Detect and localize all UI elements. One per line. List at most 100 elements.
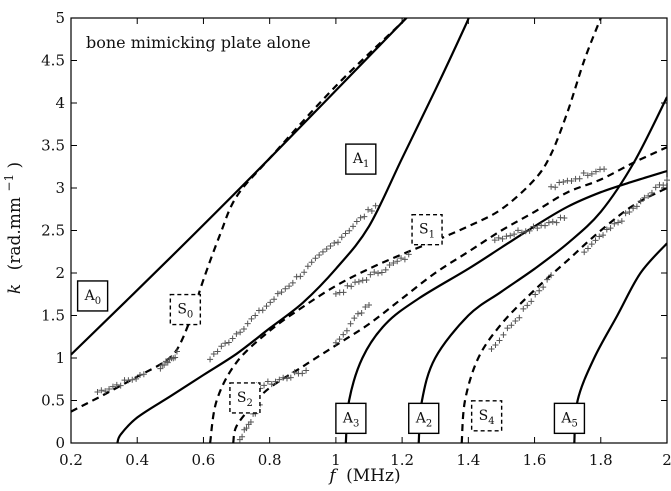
measured-point — [225, 339, 232, 346]
curve-A3 — [344, 169, 667, 443]
measured-point — [576, 175, 583, 182]
mode-label-S2: S2 — [237, 390, 253, 409]
measured-point — [332, 290, 339, 297]
measured-point — [303, 367, 310, 374]
measured-point — [398, 255, 405, 262]
measured-point — [98, 387, 105, 394]
measured-point — [382, 266, 389, 273]
measured-point — [580, 169, 587, 176]
y-axis-unit-exponent: −1 — [2, 174, 16, 192]
measured-point — [503, 233, 510, 240]
measured-point — [340, 331, 347, 338]
measured-point — [549, 218, 556, 225]
measured-point — [133, 375, 140, 382]
curve-S0 — [71, 18, 408, 413]
curve-A5 — [573, 242, 667, 443]
x-axis-ticks: 0.2 0.4 0.6 0.8 1 1.2 1.4 1.6 1.8 2 — [59, 18, 671, 469]
measured-point — [336, 336, 343, 343]
mode-label-S4: S4 — [479, 408, 495, 427]
measured-point — [366, 302, 372, 309]
measured-point — [316, 251, 323, 258]
measured-point — [491, 237, 498, 244]
label-box-A1 — [345, 143, 377, 175]
measured-point — [301, 269, 308, 276]
measured-point — [401, 256, 408, 263]
measured-point — [102, 388, 109, 395]
measured-point — [584, 245, 591, 252]
mode-label-A2: A2 — [415, 410, 433, 429]
measured-point — [358, 310, 365, 317]
measured-point — [263, 303, 270, 310]
measured-point — [664, 177, 670, 184]
measured-point — [553, 219, 560, 226]
x-axis-unit: (MHz) — [346, 466, 400, 486]
measured-point — [327, 243, 334, 250]
measured-point — [276, 376, 283, 383]
measured-point — [545, 219, 552, 226]
measured-point — [278, 289, 285, 296]
measured-point — [347, 320, 354, 327]
measured-point — [495, 234, 502, 241]
measured-point — [229, 335, 236, 342]
y-tick-label: 3.5 — [41, 137, 65, 155]
measured-point — [524, 302, 531, 309]
measured-point — [528, 298, 535, 305]
mode-labels: A0 S0 A1 S1 S2 A2 A3 S4 A5 — [76, 143, 586, 435]
measured-point — [344, 282, 351, 289]
measured-point — [488, 345, 495, 352]
x-tick-label: 0.4 — [125, 451, 149, 469]
measured-point — [172, 354, 179, 361]
measured-point — [312, 255, 319, 262]
measured-point — [354, 310, 361, 317]
y-tick-label: 4.5 — [41, 52, 65, 70]
measured-point — [622, 210, 629, 217]
measured-point — [530, 223, 537, 230]
measured-point — [584, 172, 591, 179]
measured-point — [363, 277, 370, 284]
chart-annotation: bone mimicking plate alone — [86, 33, 311, 52]
measured-point — [247, 419, 254, 426]
measured-point — [372, 202, 379, 209]
curve-S1 — [209, 18, 602, 443]
measured-point — [274, 290, 281, 297]
measured-point — [207, 356, 214, 363]
measured-point — [386, 262, 393, 269]
measured-point — [332, 339, 339, 346]
mode-label-A0: A0 — [84, 288, 102, 307]
x-tick-label: 0.6 — [192, 451, 216, 469]
measured-point — [526, 227, 533, 234]
x-tick-label: 0.8 — [258, 451, 282, 469]
measured-point — [637, 198, 644, 205]
measured-point — [394, 258, 401, 265]
measured-point — [355, 278, 362, 285]
measured-point — [331, 239, 338, 246]
measured-point — [508, 322, 515, 329]
measured-point — [603, 226, 610, 233]
measured-point — [618, 218, 625, 225]
measured-point — [405, 251, 412, 258]
x-tick-label: 1.6 — [523, 451, 547, 469]
measured-point — [173, 348, 180, 355]
measured-point — [496, 337, 503, 344]
measured-point — [633, 203, 640, 210]
measured-point — [607, 225, 614, 232]
measured-point — [581, 249, 588, 256]
mode-label-S1: S1 — [419, 222, 435, 241]
measured-point — [352, 279, 359, 286]
y-tick-label: 5 — [55, 9, 65, 27]
mode-label-A1: A1 — [352, 151, 370, 170]
curve-A1 — [116, 18, 470, 443]
measured-point — [237, 329, 244, 336]
measured-point — [280, 374, 287, 381]
x-tick-label: 2 — [662, 451, 671, 469]
measured-point — [243, 425, 250, 432]
measured-point — [348, 283, 355, 290]
measured-point — [532, 291, 539, 298]
measured-point — [264, 378, 271, 385]
measured-point — [630, 205, 637, 212]
measured-point — [660, 182, 667, 189]
measured-point — [500, 331, 507, 338]
measured-point — [592, 168, 599, 175]
y-tick-label: 3 — [55, 179, 65, 197]
curve-A0 — [71, 18, 408, 356]
